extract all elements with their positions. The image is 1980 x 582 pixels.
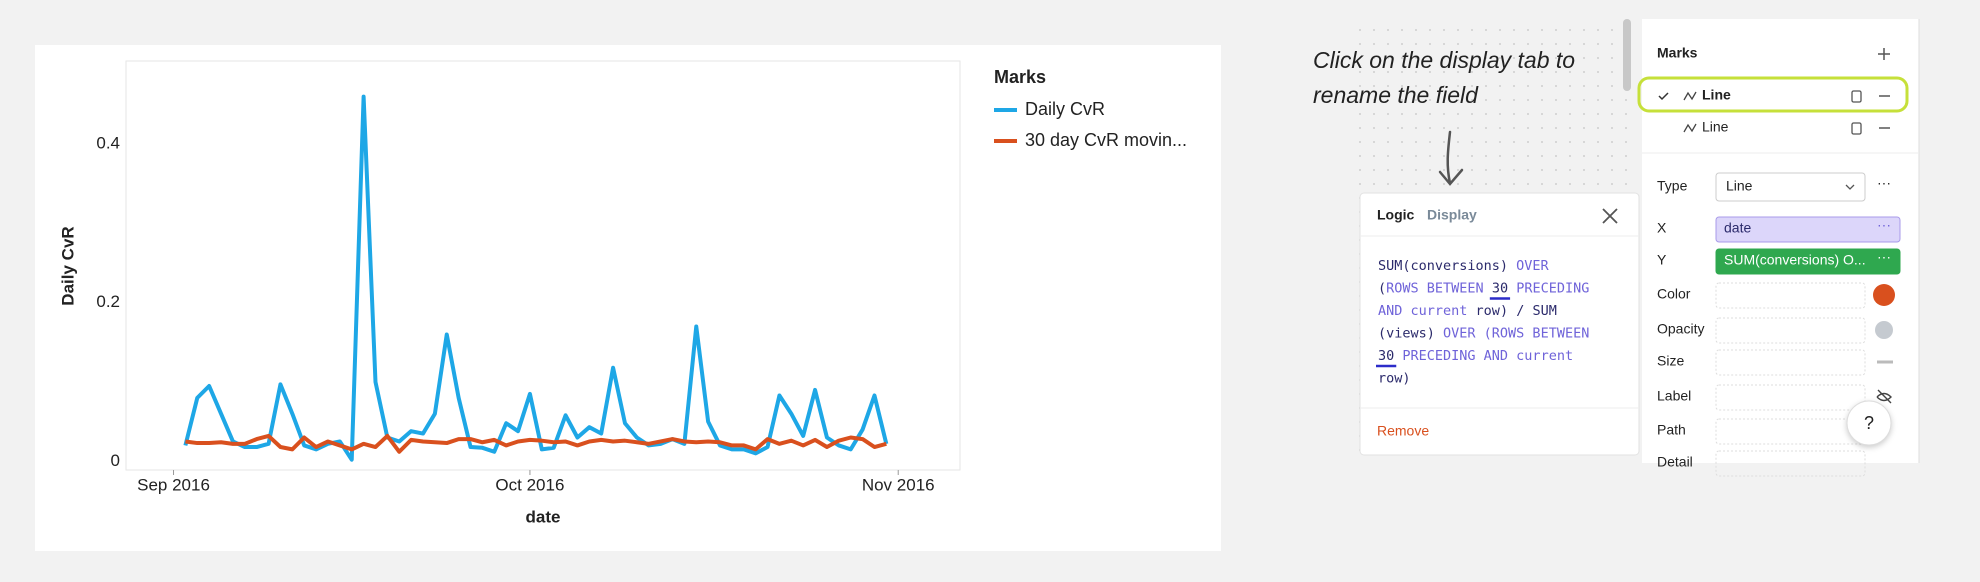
panel-title: Marks: [1657, 45, 1698, 61]
code-token: OVER: [1508, 258, 1550, 274]
code-line: 30 PRECEDING AND current: [1378, 348, 1573, 364]
y-tick-label: 0.4: [96, 134, 120, 153]
y-tick-label: 0.2: [96, 292, 120, 311]
drop-zone[interactable]: [1715, 384, 1866, 411]
copy-icon[interactable]: [1851, 122, 1862, 135]
code-line: AND current row) / SUM: [1378, 303, 1557, 319]
code-token: row: [1476, 303, 1501, 319]
legend: Daily CvR 30 day CvR movin...: [994, 99, 1187, 150]
chart-card: [35, 45, 1221, 551]
more-icon: ···: [1877, 217, 1891, 233]
plot-frame: [125, 60, 961, 471]
field-value[interactable]: SUM(conversions) O...: [1724, 252, 1866, 268]
mark-name[interactable]: Line: [1702, 87, 1731, 103]
x-tick-label: Nov 2016: [862, 475, 935, 494]
opacity-swatch[interactable]: [1875, 321, 1893, 339]
field-value[interactable]: date: [1724, 220, 1751, 236]
code-line: SUM(conversions) OVER: [1378, 258, 1550, 274]
help-label[interactable]: ?: [1864, 413, 1874, 433]
tab-logic[interactable]: Logic: [1377, 207, 1415, 223]
plot: 0 0.2 0.4 Sep 2016 Oct 2016 Nov 2016: [96, 94, 935, 494]
arrow: [1438, 130, 1464, 186]
drop-zone[interactable]: [1715, 282, 1866, 309]
line: [185, 433, 887, 454]
field-label: X: [1657, 220, 1667, 236]
select-value[interactable]: Line: [1726, 178, 1753, 194]
remove-button[interactable]: Remove: [1377, 423, 1429, 439]
tab-display[interactable]: Display: [1427, 207, 1477, 223]
field-label: Path: [1657, 422, 1686, 438]
drop-zone[interactable]: [1715, 450, 1866, 477]
code-token: ROWS BETWEEN: [1386, 281, 1492, 297]
field-label: Color: [1657, 286, 1691, 302]
add-icon[interactable]: [1878, 48, 1890, 60]
drop-zone[interactable]: [1715, 349, 1866, 376]
code-token: row): [1378, 371, 1411, 387]
marks-list: Line Line: [1658, 87, 1890, 135]
help-button[interactable]: [1846, 400, 1892, 446]
color-swatch[interactable]: [1873, 284, 1895, 306]
field-label: Opacity: [1657, 321, 1704, 337]
x-tick-label: Oct 2016: [495, 475, 564, 494]
code-token: (views): [1378, 326, 1443, 342]
select[interactable]: [1715, 172, 1866, 202]
popup: [1359, 192, 1640, 456]
code-token: SUM(conversions): [1378, 258, 1508, 274]
mark-name[interactable]: Line: [1702, 119, 1729, 135]
y-axis-label: Daily CvR: [58, 226, 77, 305]
legend-label: 30 day CvR movin...: [1025, 130, 1187, 150]
scrollbar: [1623, 19, 1631, 91]
chevron: [1845, 184, 1855, 190]
code-token: 30: [1492, 281, 1508, 297]
line-icon: [1683, 91, 1697, 101]
line-icon: [1683, 123, 1697, 133]
code-token: PRECEDING AND current: [1394, 348, 1573, 364]
check-icon: [1658, 92, 1669, 101]
highlight: [1637, 76, 1909, 113]
code-line: row): [1378, 371, 1411, 387]
more-icon: ···: [1877, 175, 1891, 191]
close-icon[interactable]: [1602, 208, 1618, 224]
code: SUM(conversions) OVER (ROWS BETWEEN 30 PR…: [1376, 258, 1589, 387]
field-pill[interactable]: [1715, 248, 1901, 275]
annotation: Click on the display tab to: [1313, 47, 1575, 73]
field-pill[interactable]: [1715, 216, 1901, 243]
legend-label: Daily CvR: [1025, 99, 1105, 119]
code-token: OVER (ROWS BETWEEN: [1443, 326, 1589, 342]
code-token: PRECEDING: [1508, 281, 1589, 297]
y-tick-label: 0: [111, 451, 120, 470]
code-token: ) / SUM: [1500, 303, 1557, 319]
legend-title: Marks: [994, 67, 1046, 87]
annotation: rename the field: [1313, 82, 1479, 108]
hidden-icon[interactable]: [1876, 389, 1892, 404]
field-label: Label: [1657, 388, 1691, 404]
field-label: Type: [1657, 178, 1688, 194]
copy-icon[interactable]: [1851, 90, 1862, 103]
x-tick-label: Sep 2016: [137, 475, 210, 494]
field-label: Detail: [1657, 454, 1693, 470]
code-line: (ROWS BETWEEN 30 PRECEDING: [1378, 281, 1589, 297]
x-axis-label: date: [526, 507, 561, 526]
field-label: Y: [1657, 252, 1667, 268]
code-token: (: [1378, 281, 1386, 297]
code-line: (views) OVER (ROWS BETWEEN: [1378, 326, 1589, 342]
code-token: 30: [1378, 348, 1394, 364]
drop-zone[interactable]: [1715, 317, 1866, 344]
fields: Type Line ··· X date ··· Y SUM(conversions) O..…: [1657, 172, 1901, 477]
field-label: Size: [1657, 353, 1684, 369]
code-token: AND current: [1378, 303, 1476, 319]
more-icon: ···: [1877, 249, 1891, 265]
